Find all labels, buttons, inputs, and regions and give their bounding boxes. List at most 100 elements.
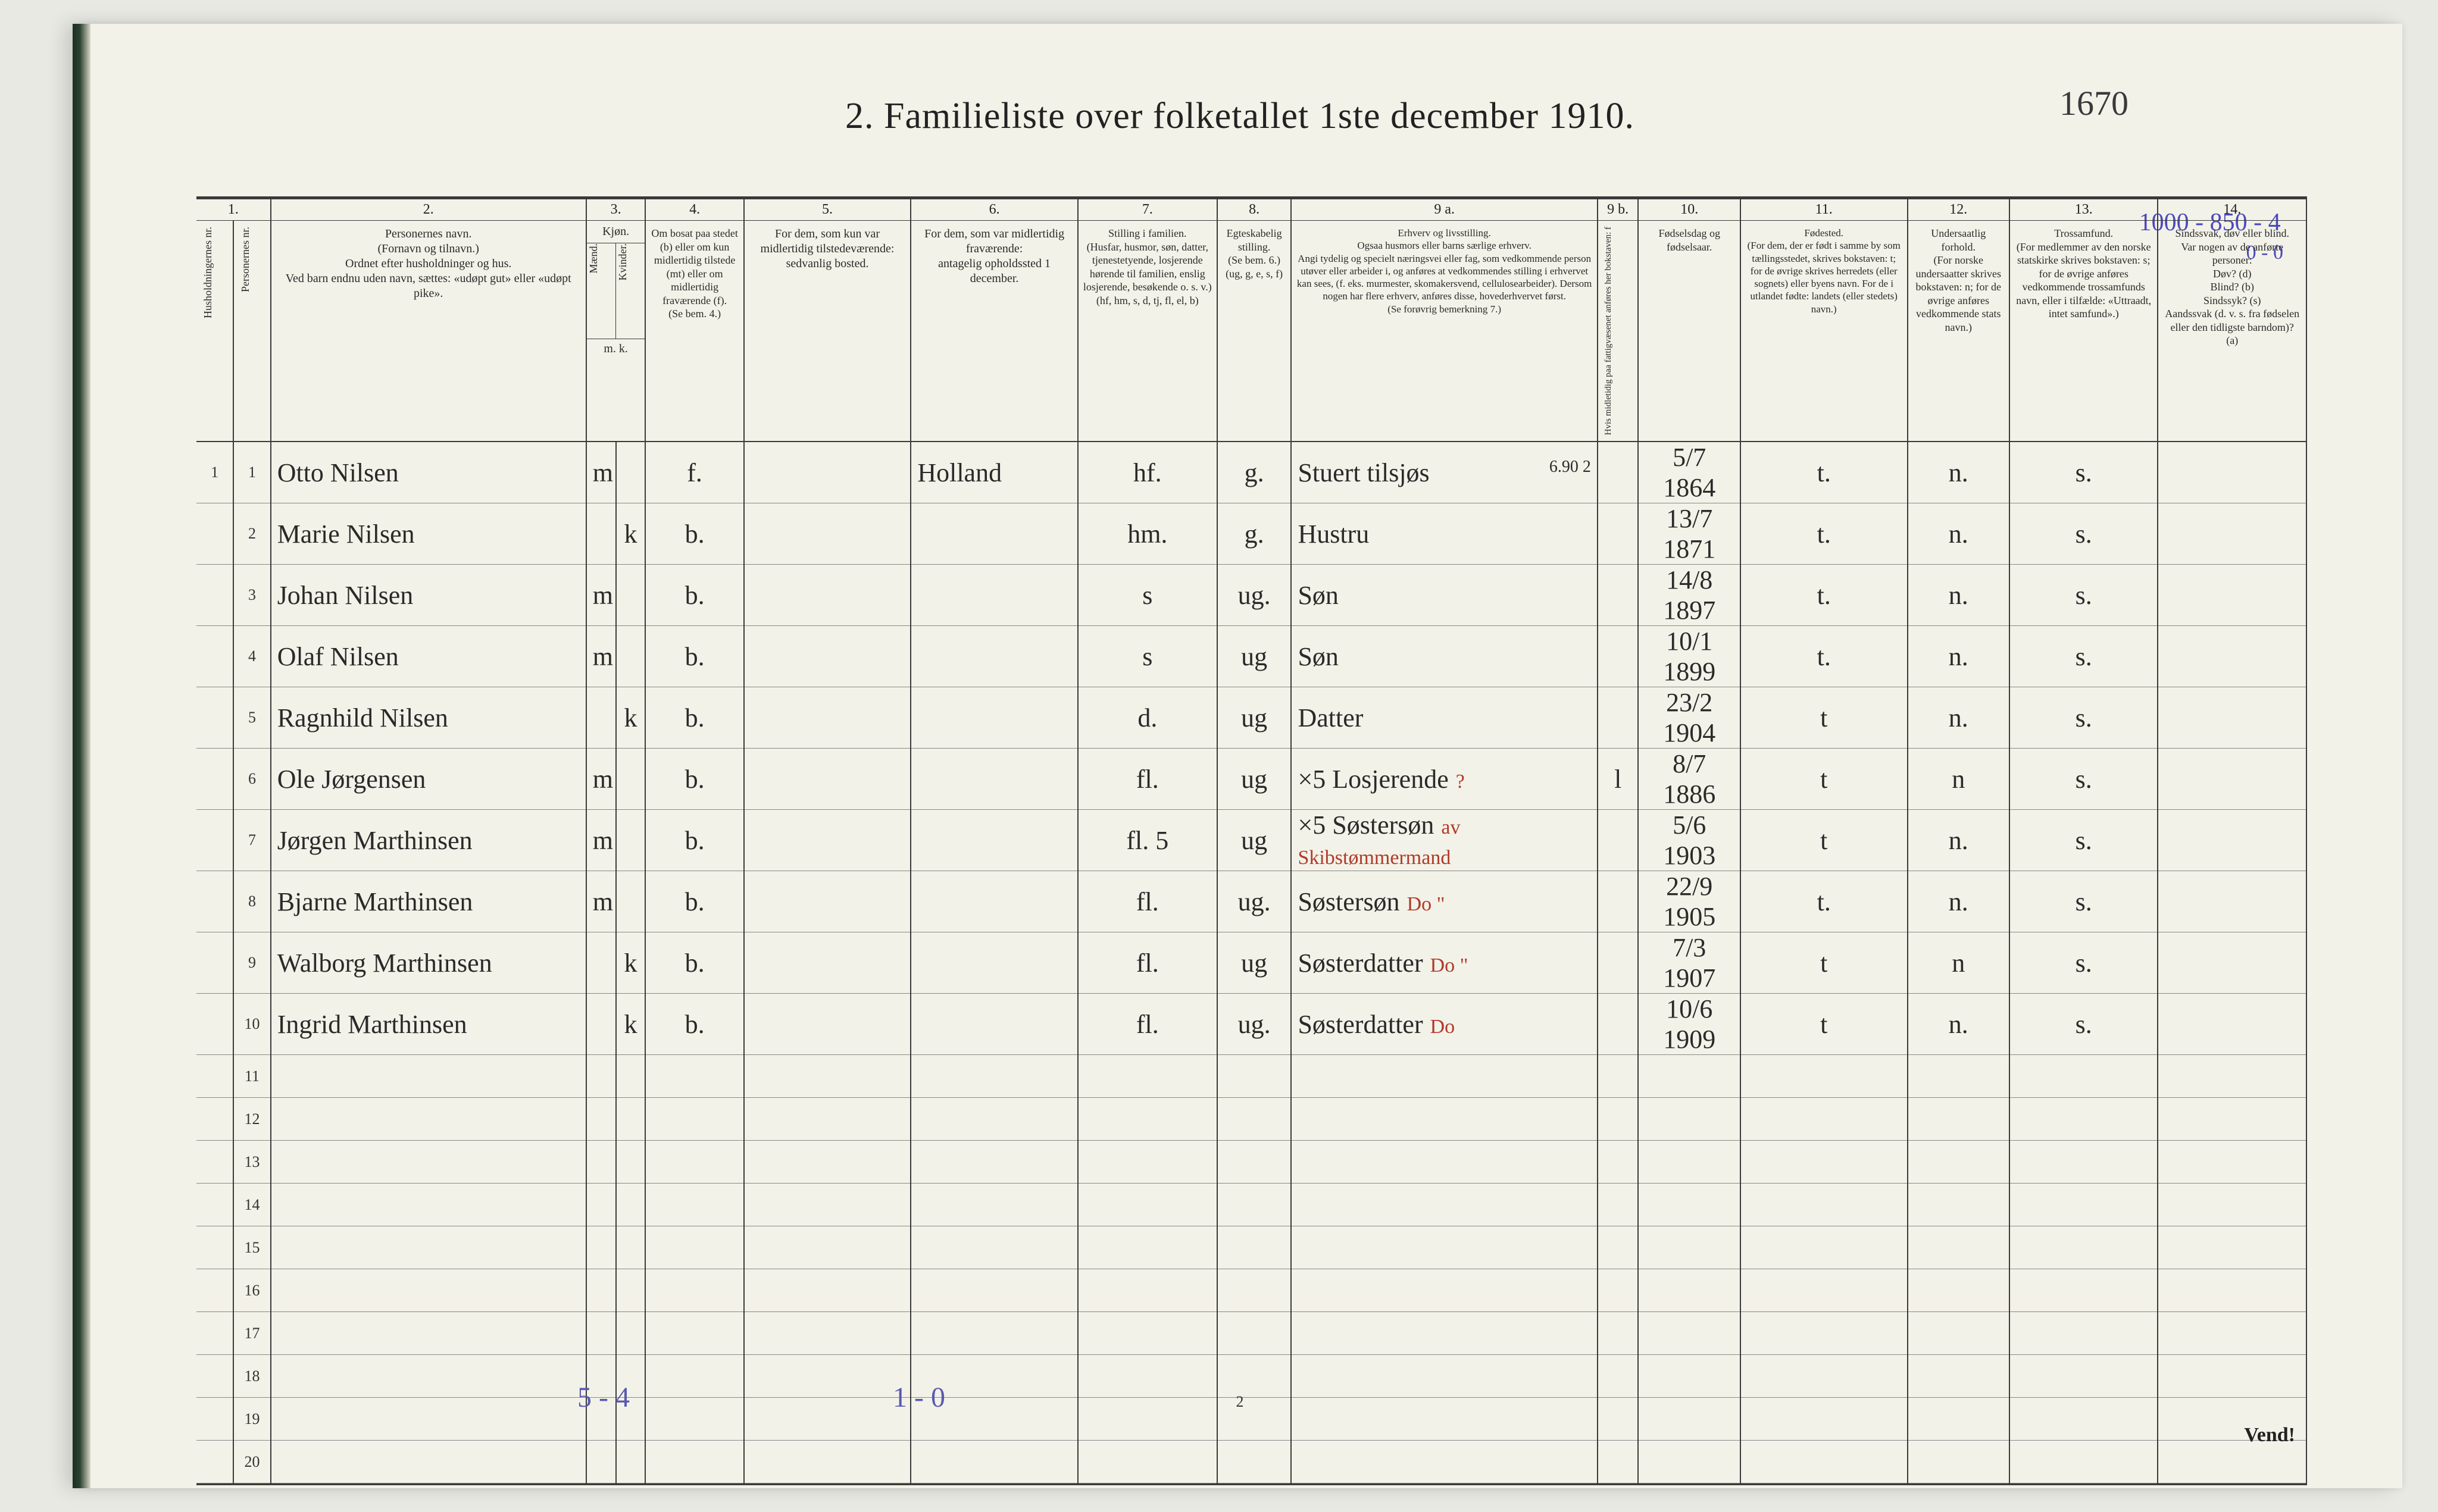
empty-cell [1740, 1141, 1908, 1184]
sex-female: k [616, 687, 646, 749]
empty-cell [1598, 1269, 1639, 1312]
hh-number: 1 [196, 442, 233, 503]
empty-cell [1908, 1055, 2009, 1098]
sex-female: k [616, 932, 646, 994]
birthplace: t [1740, 932, 1908, 994]
sex-male: m [586, 871, 616, 932]
temp-location [911, 687, 1078, 749]
empty-cell [1740, 1226, 1908, 1269]
nationality: n. [1908, 442, 2009, 503]
usual-residence [744, 442, 911, 503]
family-position: s [1078, 565, 1217, 626]
empty-cell [616, 1055, 646, 1098]
empty-cell [911, 1312, 1078, 1355]
empty-cell [645, 1269, 743, 1312]
empty-cell [1078, 1141, 1217, 1184]
empty-cell [1078, 1441, 1217, 1483]
empty-cell [1217, 1441, 1292, 1483]
empty-cell [2009, 1141, 2158, 1184]
empty-cell: 14 [233, 1184, 270, 1226]
usual-residence [744, 626, 911, 687]
poor-relief [1598, 932, 1639, 994]
person-number: 5 [233, 687, 270, 749]
person-number: 3 [233, 565, 270, 626]
hh-number [196, 687, 233, 749]
empty-cell [645, 1312, 743, 1355]
empty-cell [744, 1141, 911, 1184]
sex-female [616, 871, 646, 932]
poor-relief [1598, 503, 1639, 565]
empty-cell [271, 1055, 586, 1098]
nationality: n [1908, 932, 2009, 994]
person-number: 6 [233, 749, 270, 810]
empty-cell [911, 1269, 1078, 1312]
usual-residence [744, 687, 911, 749]
empty-cell [1078, 1226, 1217, 1269]
nationality: n. [1908, 810, 2009, 871]
empty-cell [1598, 1055, 1639, 1098]
empty-cell [911, 1184, 1078, 1226]
religion: s. [2009, 565, 2158, 626]
sex-male [586, 932, 616, 994]
empty-cell [2158, 1226, 2306, 1269]
poor-relief [1598, 810, 1639, 871]
empty-cell [586, 1098, 616, 1141]
poor-relief [1598, 442, 1639, 503]
empty-cell [586, 1184, 616, 1226]
empty-cell [911, 1441, 1078, 1483]
birth-date: 5/6 1903 [1638, 810, 1740, 871]
residence-status: b. [645, 810, 743, 871]
usual-residence [744, 565, 911, 626]
religion: s. [2009, 442, 2158, 503]
empty-cell [616, 1441, 646, 1483]
person-number: 4 [233, 626, 270, 687]
residence-status: b. [645, 687, 743, 749]
empty-cell [1217, 1226, 1292, 1269]
hdr-disability: Sindssvak, døv eller blind. Var nogen av… [2158, 221, 2306, 442]
empty-cell [2009, 1269, 2158, 1312]
empty-cell [1291, 1055, 1597, 1098]
census-page: 1670 2. Familieliste over folketallet 1s… [77, 24, 2402, 1488]
empty-cell [2009, 1184, 2158, 1226]
sex-female [616, 626, 646, 687]
colnum-13: 13. [2009, 199, 2158, 221]
colnum-8: 8. [1217, 199, 1292, 221]
empty-cell [645, 1226, 743, 1269]
occupation: Datter [1291, 687, 1597, 749]
empty-cell [196, 1269, 233, 1312]
sex-male [586, 994, 616, 1055]
colnum-5: 5. [744, 199, 911, 221]
empty-cell [2009, 1441, 2158, 1483]
disability [2158, 565, 2306, 626]
temp-location [911, 810, 1078, 871]
empty-cell [1291, 1312, 1597, 1355]
religion: s. [2009, 626, 2158, 687]
birth-date: 8/7 1886 [1638, 749, 1740, 810]
header-row: Husholdningernes nr. Personernes nr. Per… [196, 221, 2306, 442]
person-number: 2 [233, 503, 270, 565]
hdr-marital: Egteskabelig stilling. (Se bem. 6.) (ug,… [1217, 221, 1292, 442]
family-position: hm. [1078, 503, 1217, 565]
colnum-9a: 9 a. [1291, 199, 1597, 221]
occupation: SøsterdatterDo [1291, 994, 1597, 1055]
temp-location [911, 565, 1078, 626]
birth-date: 10/6 1909 [1638, 994, 1740, 1055]
person-number: 9 [233, 932, 270, 994]
empty-cell [2009, 1312, 2158, 1355]
empty-cell [1078, 1184, 1217, 1226]
empty-cell: 11 [233, 1055, 270, 1098]
empty-cell [1217, 1055, 1292, 1098]
table-row: 16 [196, 1269, 2306, 1312]
family-position: fl. [1078, 749, 1217, 810]
family-position: fl. [1078, 932, 1217, 994]
hdr-usual-residence: For dem, som kun var midlertidig tilsted… [744, 221, 911, 442]
nationality: n. [1908, 871, 2009, 932]
empty-cell [1908, 1269, 2009, 1312]
marital-status: ug [1217, 749, 1292, 810]
empty-cell [271, 1441, 586, 1483]
empty-cell [1740, 1441, 1908, 1483]
family-position: s [1078, 626, 1217, 687]
colnum-7: 7. [1078, 199, 1217, 221]
nationality: n. [1908, 565, 2009, 626]
empty-cell [586, 1226, 616, 1269]
